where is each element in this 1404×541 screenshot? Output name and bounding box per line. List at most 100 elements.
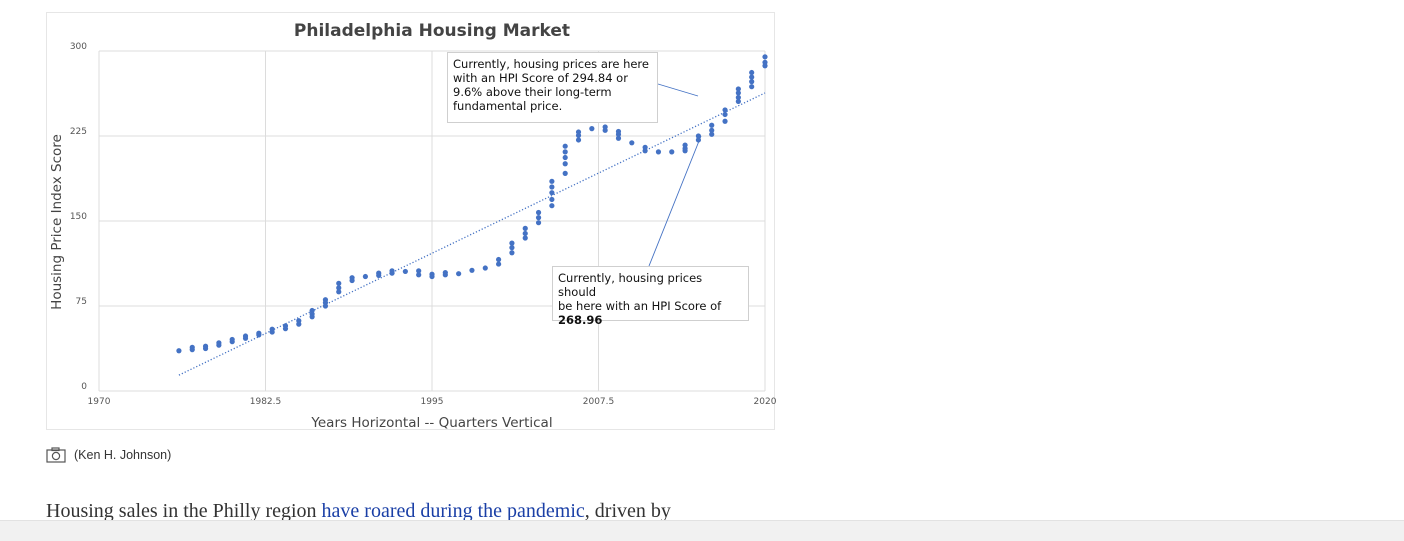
data-point bbox=[549, 184, 555, 190]
data-point bbox=[482, 265, 488, 271]
chart-title: Philadelphia Housing Market bbox=[294, 21, 570, 41]
callout-1-leader bbox=[657, 83, 699, 97]
callout-value: 268.96 bbox=[558, 313, 603, 327]
scatter-points bbox=[176, 54, 768, 354]
data-point bbox=[336, 285, 342, 291]
camera-icon bbox=[46, 447, 66, 463]
data-point bbox=[602, 124, 608, 130]
data-point bbox=[402, 268, 408, 275]
data-point bbox=[535, 220, 542, 226]
article-paragraph: Housing sales in the Philly region have … bbox=[46, 500, 946, 523]
data-point bbox=[735, 86, 741, 92]
data-point bbox=[535, 215, 542, 221]
data-point bbox=[682, 142, 688, 148]
data-point bbox=[709, 127, 715, 133]
photo-credit: (Ken H. Johnson) bbox=[74, 448, 172, 462]
data-point bbox=[749, 69, 755, 76]
data-point bbox=[589, 126, 595, 132]
data-point bbox=[562, 143, 568, 149]
data-point bbox=[762, 59, 768, 65]
article-text-after: , driven by bbox=[584, 500, 671, 522]
x-tick-label: 1995 bbox=[421, 397, 444, 407]
y-tick-label: 300 bbox=[70, 42, 87, 52]
data-point bbox=[575, 129, 582, 135]
data-point bbox=[549, 196, 555, 203]
data-point bbox=[469, 267, 475, 273]
data-point bbox=[256, 330, 262, 336]
y-tick-label: 0 bbox=[81, 382, 87, 392]
bottom-scrollbar[interactable] bbox=[0, 520, 1404, 541]
chart-canvas: Philadelphia Housing Market 0 75 150 225 300… bbox=[49, 21, 776, 431]
article-text-before: Housing sales in the Philly region bbox=[46, 500, 322, 522]
data-point bbox=[562, 154, 568, 161]
data-point bbox=[456, 271, 462, 277]
data-point bbox=[735, 90, 741, 96]
data-point bbox=[429, 271, 435, 277]
x-tick-label: 1982.5 bbox=[250, 397, 282, 407]
data-point bbox=[549, 178, 555, 184]
y-tick-label: 75 bbox=[76, 297, 87, 307]
data-point bbox=[336, 289, 342, 295]
data-point bbox=[642, 144, 648, 150]
data-point bbox=[416, 272, 422, 278]
data-point bbox=[722, 107, 728, 113]
data-point bbox=[695, 133, 702, 139]
data-point bbox=[216, 340, 222, 346]
data-point bbox=[749, 79, 755, 85]
callout-leader-lines bbox=[648, 83, 702, 267]
chart-figure: Philadelphia Housing Market 0 75 150 225 300… bbox=[46, 12, 776, 431]
data-point bbox=[416, 268, 422, 274]
data-point bbox=[229, 336, 235, 343]
data-point bbox=[522, 225, 528, 231]
data-point bbox=[349, 275, 355, 281]
data-point bbox=[189, 344, 195, 350]
data-point bbox=[282, 323, 289, 329]
data-point bbox=[442, 269, 448, 276]
callout-current-price: Currently, housing prices are here with … bbox=[447, 52, 658, 123]
data-point bbox=[722, 111, 728, 118]
callout-fundamental-price: Currently, housing prices should be here… bbox=[552, 266, 749, 327]
data-point bbox=[549, 203, 555, 209]
data-point bbox=[376, 270, 382, 276]
data-point bbox=[709, 122, 715, 128]
trendline-layer bbox=[178, 92, 766, 376]
data-point bbox=[496, 256, 502, 263]
x-axis-title: Years Horizontal -- Quarters Vertical bbox=[310, 415, 552, 431]
data-point bbox=[202, 343, 209, 349]
x-tick-label: 1970 bbox=[88, 397, 111, 407]
x-tick-label: 2007.5 bbox=[583, 397, 615, 407]
data-point bbox=[176, 348, 182, 354]
trendline bbox=[178, 92, 766, 376]
data-point bbox=[296, 318, 302, 324]
data-point bbox=[322, 297, 329, 303]
data-point bbox=[749, 84, 755, 90]
callout-2-leader bbox=[648, 135, 702, 267]
data-point bbox=[562, 170, 568, 176]
y-tick-label: 150 bbox=[70, 212, 87, 222]
data-point bbox=[389, 268, 395, 274]
data-point bbox=[575, 137, 582, 143]
data-point bbox=[535, 209, 542, 216]
data-point bbox=[242, 333, 249, 339]
data-point bbox=[629, 140, 635, 146]
data-point bbox=[496, 261, 502, 267]
image-caption: (Ken H. Johnson) bbox=[46, 446, 171, 464]
data-point bbox=[522, 235, 528, 241]
data-point bbox=[562, 149, 568, 155]
x-tick-label: 2020 bbox=[754, 397, 776, 407]
data-point bbox=[562, 161, 568, 167]
chart-grid bbox=[98, 50, 766, 392]
data-point bbox=[762, 54, 768, 60]
data-point bbox=[509, 250, 515, 256]
data-point bbox=[615, 135, 622, 141]
data-point bbox=[735, 94, 741, 101]
data-point bbox=[655, 149, 662, 155]
data-point bbox=[615, 128, 622, 135]
data-point bbox=[522, 230, 528, 237]
data-point bbox=[749, 74, 755, 80]
data-point bbox=[509, 245, 515, 251]
article-link[interactable]: have roared during the pandemic bbox=[321, 500, 585, 522]
y-axis-ticks: 0 75 150 225 300 bbox=[70, 42, 87, 392]
y-axis-title: Housing Price Index Score bbox=[49, 134, 65, 310]
data-point bbox=[269, 326, 275, 332]
